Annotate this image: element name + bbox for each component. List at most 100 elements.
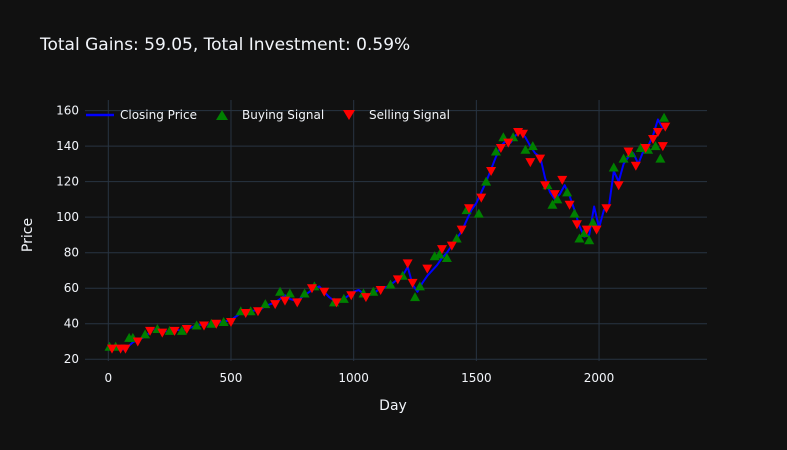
buy-marker xyxy=(618,153,629,163)
sell-marker xyxy=(360,293,371,303)
y-tick-label: 60 xyxy=(64,281,79,295)
y-axis-title: Price xyxy=(20,218,36,252)
sell-marker xyxy=(422,264,433,274)
axis-layer: 20 40 60 80 100 120 140 160 0 500 1000 1500 2000 xyxy=(56,104,614,385)
x-axis-title: Day xyxy=(379,398,407,414)
sell-marker xyxy=(571,220,582,230)
buy-marker xyxy=(191,320,202,330)
sell-marker xyxy=(225,317,236,327)
legend-item-closing-price[interactable]: Closing Price xyxy=(86,108,197,122)
sell-marker xyxy=(211,319,222,329)
sell-marker xyxy=(402,259,413,269)
sell-marker xyxy=(630,161,641,171)
sell-marker xyxy=(503,138,514,148)
triangle-down-icon xyxy=(343,110,355,120)
legend[interactable]: Closing Price Buying Signal Selling Sign… xyxy=(86,108,450,122)
buy-marker xyxy=(275,286,286,296)
sell-marker xyxy=(640,143,651,153)
sell-marker xyxy=(407,278,418,288)
sell-marker xyxy=(106,344,117,354)
buy-marker xyxy=(260,299,271,309)
sell-marker xyxy=(623,147,634,157)
sell-marker xyxy=(564,200,575,210)
buy-marker xyxy=(481,176,492,186)
sell-marker xyxy=(157,328,168,338)
buy-marker xyxy=(574,233,585,243)
sell-marker xyxy=(601,204,612,214)
buy-marker xyxy=(490,146,501,156)
sell-marker xyxy=(199,321,210,331)
legend-item-selling-signal[interactable]: Selling Signal xyxy=(343,108,450,122)
sell-marker xyxy=(270,300,281,310)
buying-signal-markers xyxy=(104,112,670,351)
sell-marker xyxy=(456,225,467,235)
sell-marker xyxy=(346,291,357,301)
y-tick-label: 120 xyxy=(56,175,79,189)
sell-marker xyxy=(476,193,487,203)
sell-marker xyxy=(169,326,180,336)
sell-marker xyxy=(279,296,290,306)
buy-marker xyxy=(176,325,187,335)
buy-marker xyxy=(338,293,349,303)
buy-marker xyxy=(520,144,531,154)
sell-marker xyxy=(495,143,506,153)
sell-marker xyxy=(240,309,251,319)
legend-label-selling-signal: Selling Signal xyxy=(369,108,450,122)
x-tick-label: 1500 xyxy=(461,371,492,385)
x-tick-label: 2000 xyxy=(584,371,615,385)
selling-signal-markers xyxy=(106,122,671,354)
buy-marker xyxy=(659,112,670,122)
sell-marker xyxy=(581,225,592,235)
sell-marker xyxy=(132,337,143,347)
sell-marker xyxy=(660,122,671,132)
series-layer xyxy=(104,112,671,354)
y-tick-label: 20 xyxy=(64,352,79,366)
buy-marker xyxy=(562,187,573,197)
y-tick-label: 100 xyxy=(56,210,79,224)
triangle-up-icon xyxy=(216,110,228,120)
buy-marker xyxy=(608,162,619,172)
buy-marker xyxy=(434,249,445,259)
buy-marker xyxy=(579,228,590,238)
sell-marker xyxy=(591,225,602,235)
x-tick-label: 0 xyxy=(104,371,112,385)
y-tick-label: 40 xyxy=(64,317,79,331)
buy-marker xyxy=(569,208,580,218)
x-tick-label: 1000 xyxy=(338,371,369,385)
buy-marker xyxy=(218,316,229,326)
buy-marker xyxy=(655,153,666,163)
sell-marker xyxy=(517,129,528,139)
sell-marker xyxy=(613,181,624,191)
sell-marker xyxy=(306,284,317,294)
sell-marker xyxy=(292,298,303,308)
sell-marker xyxy=(446,241,457,251)
legend-item-buying-signal[interactable]: Buying Signal xyxy=(216,108,324,122)
sell-marker xyxy=(181,325,192,335)
buy-marker xyxy=(451,233,462,243)
y-tick-label: 80 xyxy=(64,246,79,260)
sell-marker xyxy=(331,298,342,308)
sell-marker xyxy=(525,158,536,168)
buy-marker xyxy=(584,235,595,245)
buy-marker xyxy=(410,292,421,302)
buy-marker xyxy=(164,325,175,335)
sell-marker xyxy=(652,127,663,137)
buy-marker xyxy=(299,288,310,298)
buy-marker xyxy=(547,199,558,209)
chart-title: Total Gains: 59.05, Total Investment: 0.… xyxy=(39,35,410,55)
buy-marker xyxy=(552,194,563,204)
sell-marker xyxy=(535,154,546,164)
buy-marker xyxy=(385,279,396,289)
grid-layer xyxy=(85,100,707,361)
buy-marker xyxy=(635,142,646,152)
sell-marker xyxy=(437,245,448,255)
buy-marker xyxy=(650,141,661,151)
sell-marker xyxy=(375,285,386,295)
buy-marker xyxy=(368,286,379,296)
sell-marker xyxy=(120,344,131,354)
buy-marker xyxy=(284,288,295,298)
sell-marker xyxy=(463,204,474,214)
x-tick-label: 500 xyxy=(220,371,243,385)
